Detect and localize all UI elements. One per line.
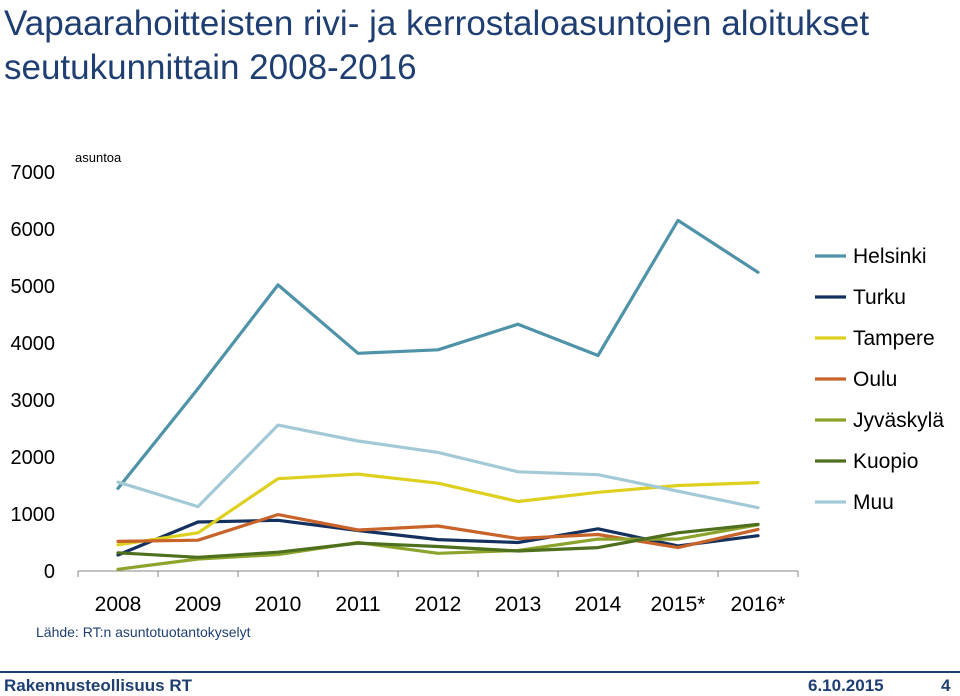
y-tick-label: 1000 (11, 504, 56, 526)
y-tick-label: 5000 (11, 276, 56, 298)
x-tick-label: 2009 (175, 593, 222, 616)
x-tick-label: 2008 (95, 593, 142, 616)
y-tick-label: 2000 (11, 447, 56, 469)
x-tick-label: 2011 (335, 593, 380, 616)
y-axis-unit-label: asuntoa (75, 150, 122, 165)
chart-legend: Helsinki Turku Tampere Oulu Jyväskylä Kuopio M… (815, 245, 944, 514)
series-line-muu (116, 423, 760, 510)
page-number: 4 (941, 676, 951, 695)
legend-label: Muu (853, 491, 894, 514)
series-line-helsinki (116, 218, 760, 490)
x-tick-label: 2010 (255, 593, 302, 616)
x-tick-label: 2012 (415, 593, 462, 616)
x-tick-label: 2016* (731, 593, 786, 616)
legend-label: Tampere (853, 327, 935, 350)
chart-series-lines (116, 218, 760, 571)
legend-label: Jyväskylä (853, 409, 944, 432)
series-line-tampere (116, 472, 760, 547)
footer-date: 6.10.2015 (808, 676, 884, 695)
legend-label: Turku (853, 286, 906, 309)
y-tick-label: 0 (44, 561, 55, 583)
series-line-oulu (116, 512, 760, 550)
legend-label: Oulu (853, 368, 897, 391)
series-line-kuopio (116, 522, 760, 559)
x-tick-label: 2014 (575, 593, 622, 616)
x-tick-label: 2015* (651, 593, 706, 616)
slide-title: Vapaarahoitteisten rivi- ja kerrostaloas… (4, 4, 870, 87)
x-tick-label: 2013 (495, 593, 542, 616)
y-tick-label: 7000 (11, 162, 56, 184)
footer-divider (0, 671, 960, 673)
source-note: Lähde: RT:n asuntotuotantokyselyt (36, 624, 251, 640)
y-tick-label: 3000 (11, 390, 56, 412)
legend-label: Helsinki (853, 245, 927, 268)
y-tick-label: 6000 (11, 219, 56, 241)
legend-label: Kuopio (853, 450, 918, 473)
y-tick-label: 4000 (11, 333, 56, 355)
chart-axes: 2008 2009 2010 2011 2012 2013 2014 2015* 2016* 0 1… (11, 162, 799, 616)
footer-organization: Rakennusteollisuus RT (4, 676, 192, 695)
